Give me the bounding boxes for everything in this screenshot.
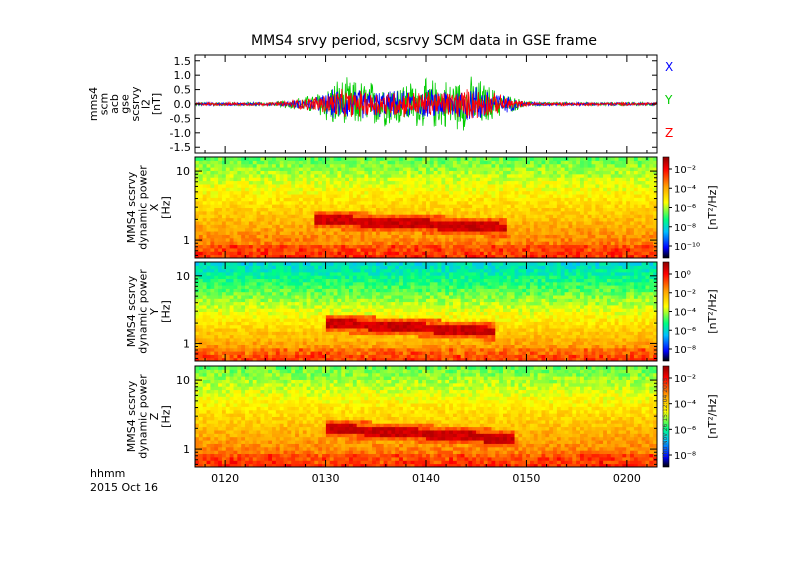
- colorbar-tick-label: 10⁻⁸: [674, 223, 696, 234]
- x-tick-label: 0140: [412, 472, 440, 485]
- y-tick-label: 10: [176, 270, 190, 283]
- y-tick-label: 1.5: [174, 55, 192, 68]
- colorbar: [662, 156, 670, 259]
- spectrogram-y-label-line: [Hz]: [160, 196, 173, 219]
- spectrogram-y-label-line: dynamic power: [137, 374, 150, 459]
- colorbar-tick-label: 10⁻⁸: [674, 345, 696, 356]
- spectrogram-y-label-line: Z: [148, 412, 161, 420]
- colorbar-tick-label: 10⁻²: [674, 289, 696, 300]
- colorbar-tick-label: 10⁻⁶: [674, 204, 696, 215]
- spectrogram-cells: [195, 262, 658, 362]
- spectrogram-y-label-line: dynamic power: [137, 269, 150, 354]
- spectrogram-y-label-line: X: [148, 203, 161, 211]
- colorbar-tick-label: 10⁻⁶: [674, 425, 696, 436]
- spectrogram-cells: [195, 366, 658, 468]
- time-axis-label: hhmm: [90, 467, 125, 480]
- spectrogram-y-label-line: [Hz]: [160, 405, 173, 428]
- y-tick-label: -0.5: [170, 112, 191, 125]
- y-tick-label: 10: [176, 374, 190, 387]
- legend-z: Z: [665, 126, 673, 140]
- waveform-panel: 1.51.0 0.50.0-0.5 -1.0-1.5 mms4scmacbgsesc…: [87, 54, 673, 154]
- x-tick-label: 0130: [312, 472, 340, 485]
- y-tick-label: 0.5: [174, 84, 192, 97]
- legend-x: X: [665, 60, 673, 74]
- y-tick-label: -1.5: [170, 141, 191, 154]
- legend-y: Y: [664, 93, 673, 107]
- y-tick-label: 1: [183, 234, 190, 247]
- colorbar-tick-label: 10⁻²: [674, 374, 696, 385]
- waveform-y-label-line: scsrvy: [129, 86, 142, 122]
- colorbar-tick-label: 10⁻⁸: [674, 451, 696, 462]
- y-tick-label: 10: [176, 165, 190, 178]
- colorbar-tick-label: 10⁻⁴: [674, 400, 696, 411]
- timestamp: Thu Nov 26 15:12:04 2015: [662, 377, 669, 459]
- x-tick-label: 0150: [512, 472, 540, 485]
- spectrogram-y-label-line: dynamic power: [137, 165, 150, 250]
- waveform-traces: [195, 76, 657, 131]
- y-tick-label: 0.0: [174, 98, 192, 111]
- spectrogram-y-label-line: MMS4 scsrvy: [125, 171, 138, 243]
- spectrogram-y-label-line: Y: [148, 308, 161, 316]
- waveform-y-label-line: gse: [119, 94, 132, 114]
- time-axis-date: 2015 Oct 16: [90, 481, 158, 494]
- series-y-line: [195, 76, 657, 131]
- y-tick-label: 1: [183, 337, 190, 350]
- x-tick-label: 0120: [211, 472, 239, 485]
- colorbar-label: [nT²/Hz]: [706, 185, 719, 229]
- time-axis-ticks: 0120 0130 0140 0150 0200: [204, 55, 648, 485]
- colorbar-tick-label: 10⁻²: [674, 165, 696, 176]
- waveform-y-label-line: acb: [108, 94, 121, 114]
- spectrogram-y-label-line: [Hz]: [160, 300, 173, 323]
- colorbar-tick-label: 10⁻⁴: [674, 308, 696, 319]
- y-tick-label: 1.0: [174, 69, 192, 82]
- spectrogram-y-label-line: MMS4 scsrvy: [125, 275, 138, 347]
- spectrogram-y-label-line: MMS4 scsrvy: [125, 380, 138, 452]
- chart-title: MMS4 srvy period, scsrvy SCM data in GSE…: [251, 33, 597, 49]
- y-tick-label: -1.0: [170, 127, 191, 140]
- colorbar-tick-label: 10⁻⁶: [674, 326, 696, 337]
- y-tick-label: 1: [183, 443, 190, 456]
- colorbar-label: [nT²/Hz]: [706, 289, 719, 333]
- colorbar-tick-label: 10⁻¹⁰: [674, 242, 700, 253]
- colorbar-label: [nT²/Hz]: [706, 394, 719, 438]
- colorbar: [662, 365, 670, 468]
- waveform-y-label-line: [nT]: [150, 93, 163, 115]
- colorbar-tick-label: 10⁰: [674, 270, 691, 281]
- spectrogram-cells: [195, 157, 658, 259]
- waveform-y-label-line: l2: [140, 99, 153, 109]
- waveform-y-ticks: 1.51.0 0.50.0-0.5 -1.0-1.5: [170, 55, 657, 154]
- colorbar-tick-label: 10⁻⁴: [674, 184, 696, 195]
- colorbar: [662, 261, 670, 362]
- waveform-y-label-line: scm: [98, 93, 111, 116]
- x-tick-label: 0200: [613, 472, 641, 485]
- waveform-y-label-line: mms4: [87, 87, 100, 121]
- series-z-line: [195, 88, 657, 119]
